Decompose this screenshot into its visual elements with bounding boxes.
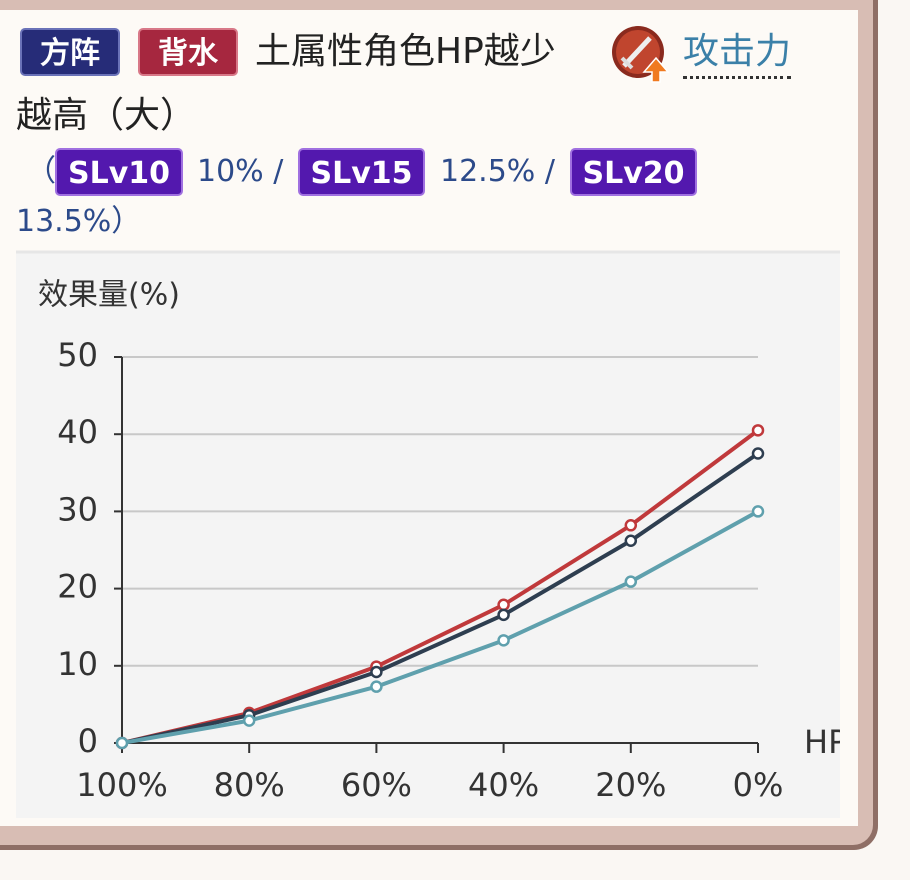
x-tick-label: 80% [214, 766, 285, 804]
badge: 背水 [138, 28, 238, 76]
point [497, 634, 510, 647]
level-value: 12.5% / [440, 154, 555, 189]
x-axis-label: HP [804, 723, 847, 761]
chart-panel [16, 252, 840, 818]
x-tick-label: 100% [76, 766, 167, 804]
point [751, 424, 765, 437]
series-line [121, 509, 759, 745]
level-badge: SLv10 [55, 148, 183, 196]
x-tick-label: 60% [341, 766, 412, 804]
point [624, 534, 638, 547]
x-tick-label: 20% [595, 766, 666, 804]
x-tick-label: 40% [468, 766, 539, 804]
y-tick-label: 20 [57, 568, 98, 606]
point [115, 736, 129, 750]
point [370, 665, 383, 679]
point [751, 505, 765, 518]
paren: （ [26, 154, 56, 189]
point [370, 680, 383, 693]
level-badge: SLv20 [570, 148, 697, 196]
y-tick-label: 50 [57, 336, 98, 374]
point [242, 714, 256, 727]
y-axis-label: 效果量(%) [38, 278, 180, 313]
x-tick-label: 0% [733, 766, 784, 804]
attack-icon [612, 26, 670, 83]
header-text: 土属性角色HP越少 [255, 31, 556, 72]
level-badge: SLv15 [298, 148, 425, 196]
y-tick-label: 0 [78, 722, 98, 760]
point [751, 447, 765, 460]
point [497, 608, 510, 622]
y-tick-label: 30 [57, 490, 98, 528]
point [624, 519, 638, 532]
badge: 方阵 [20, 28, 120, 76]
level-value: 10% / [197, 154, 284, 189]
y-tick-label: 40 [57, 413, 98, 451]
header-text: 越高（大） [16, 95, 197, 136]
point [497, 598, 510, 612]
level-value: 13.5%） [16, 204, 142, 239]
y-tick-label: 10 [57, 645, 98, 683]
series-line [121, 451, 760, 745]
link[interactable]: 攻击力 [683, 28, 792, 79]
point [624, 575, 638, 588]
